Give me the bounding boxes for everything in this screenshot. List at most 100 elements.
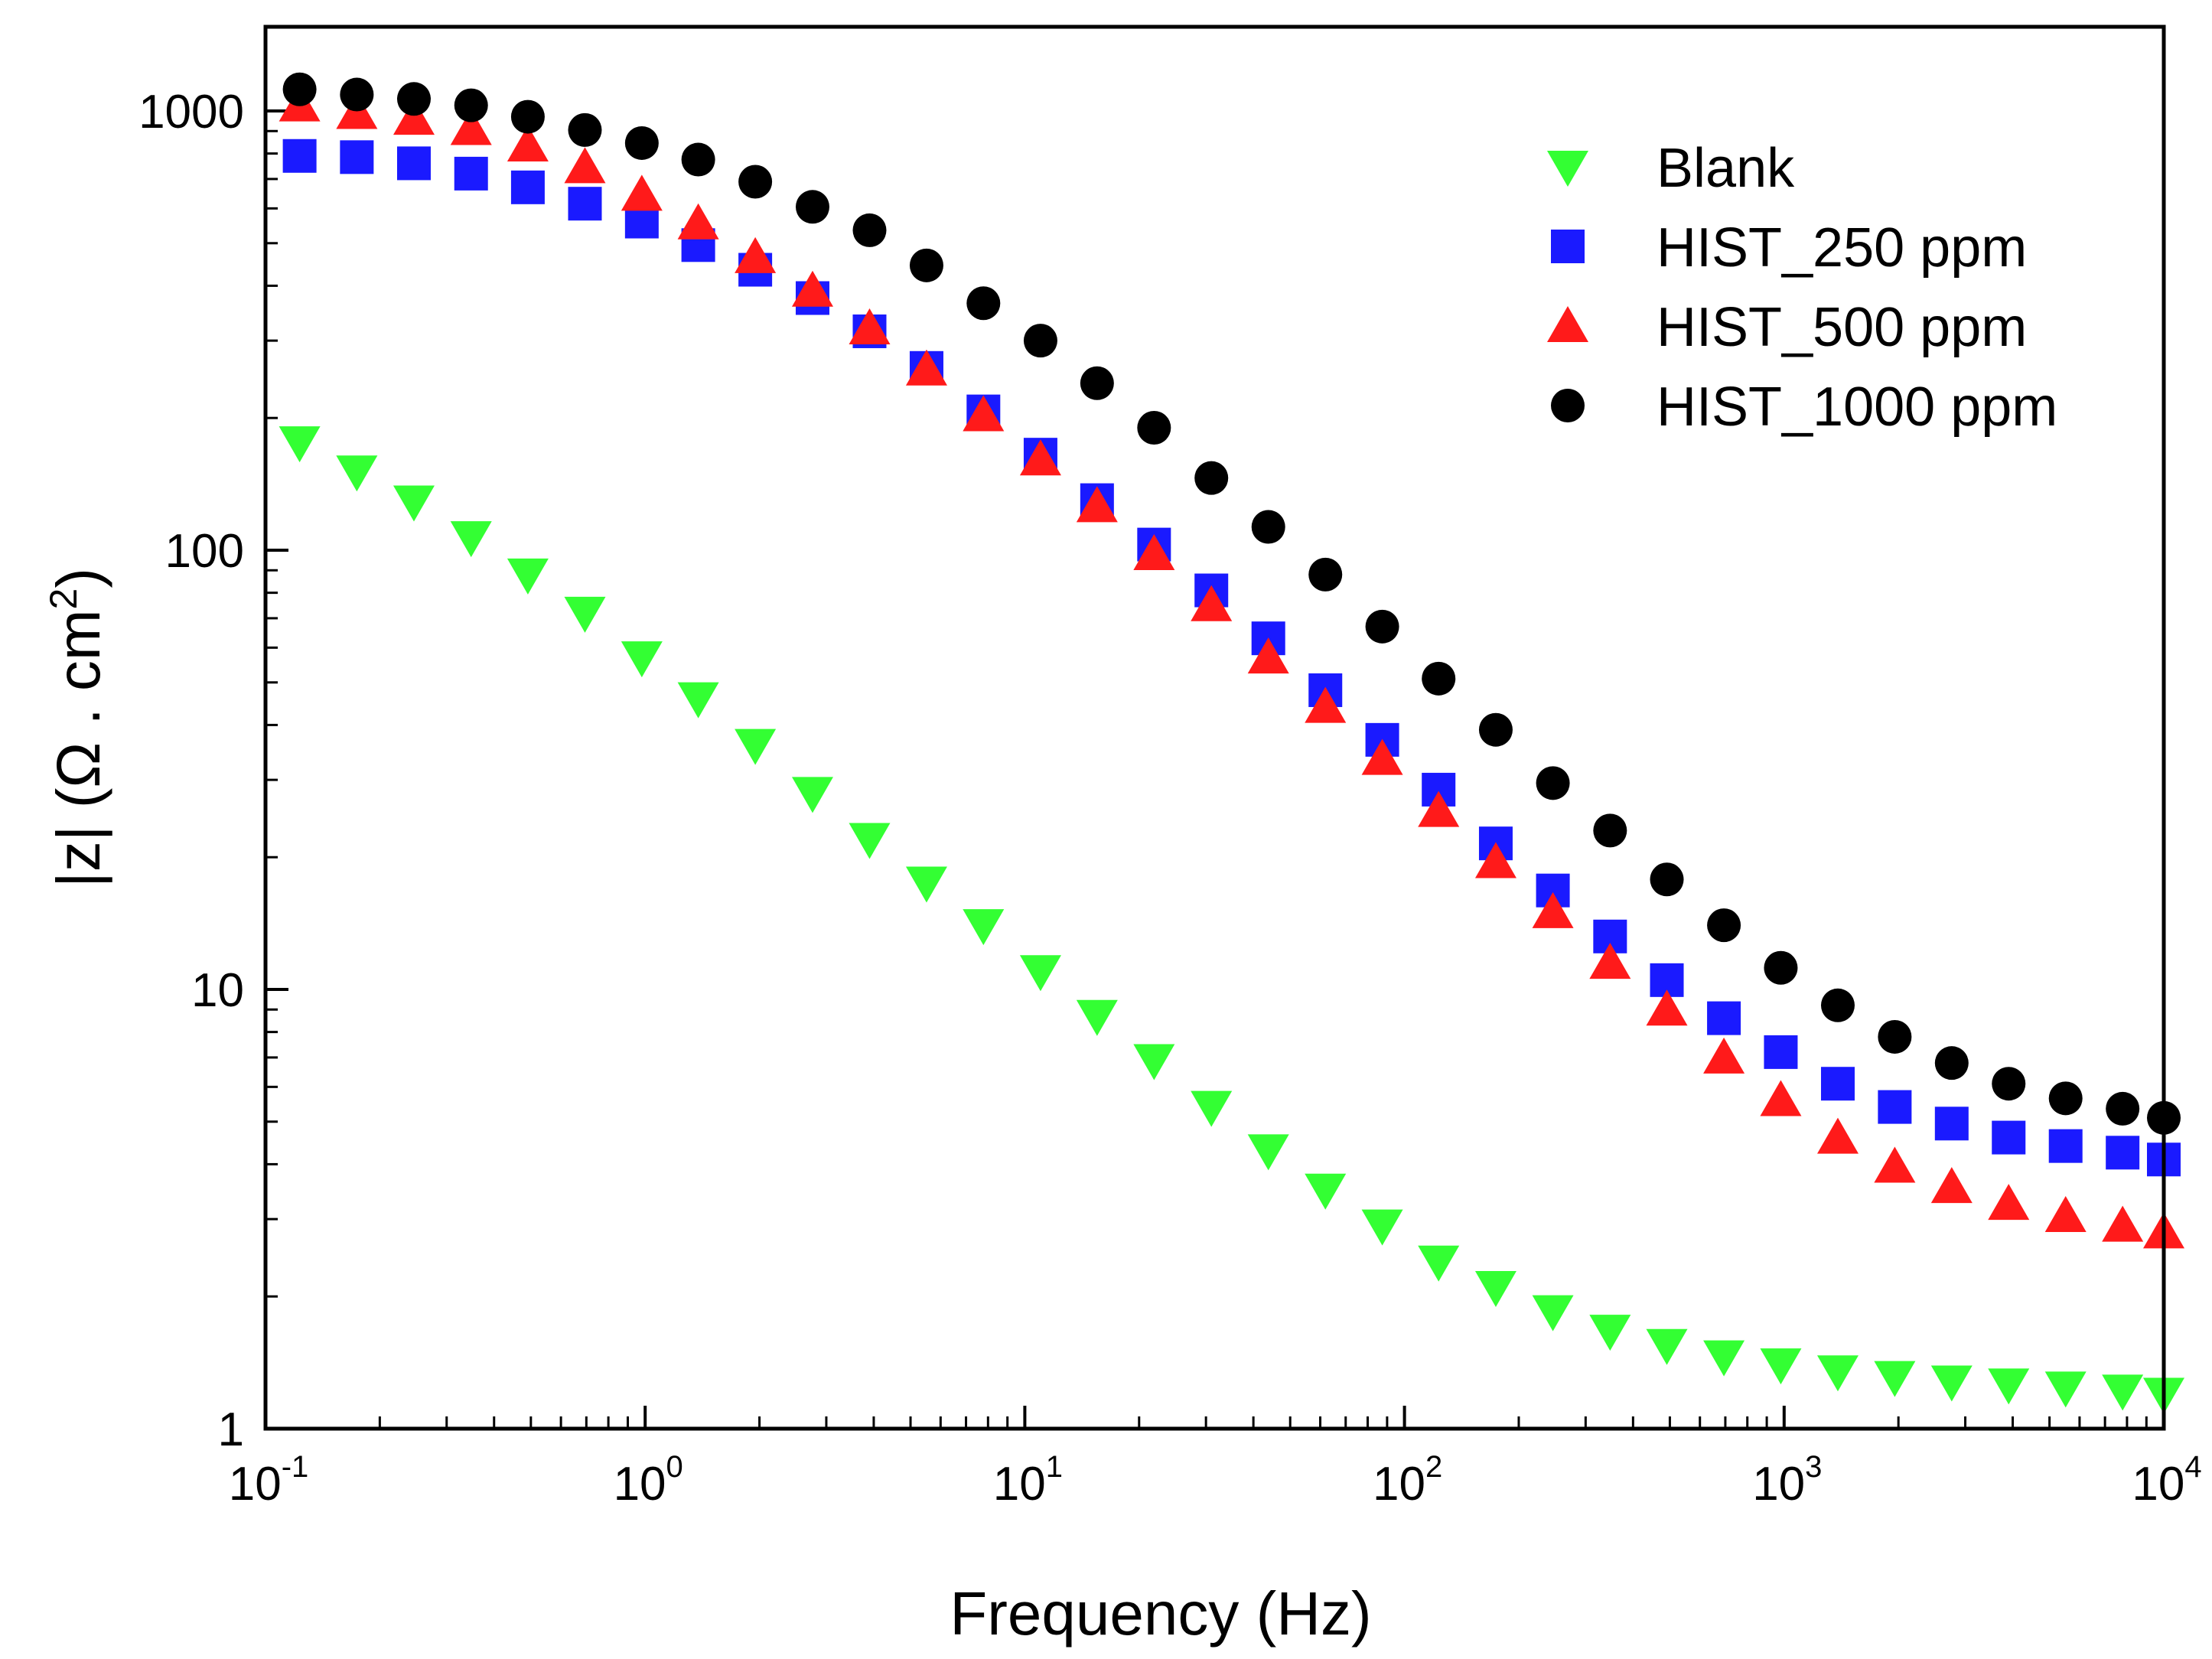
data-point	[1874, 1146, 1916, 1183]
data-point	[849, 823, 891, 859]
y-tick-label: 1	[218, 1403, 244, 1456]
data-point	[450, 521, 492, 558]
data-point	[393, 485, 435, 522]
data-point	[568, 187, 602, 221]
data-point	[1137, 410, 1171, 445]
data-point	[454, 156, 488, 191]
data-point	[1251, 510, 1285, 544]
data-point	[1019, 955, 1061, 992]
data-point	[624, 125, 659, 160]
data-point	[1593, 813, 1627, 848]
legend-marker	[1551, 230, 1585, 263]
data-point	[1988, 1368, 2030, 1405]
x-tick-label: 103	[1752, 1450, 1822, 1511]
data-point	[677, 203, 719, 240]
x-tick-base: 10	[993, 1458, 1046, 1511]
data-point	[735, 728, 777, 765]
data-point	[2048, 1129, 2083, 1163]
data-point	[791, 777, 833, 813]
data-point	[1764, 1035, 1798, 1069]
data-point	[2044, 1371, 2087, 1408]
data-point	[393, 99, 435, 135]
data-point	[1474, 842, 1516, 878]
data-point	[909, 248, 943, 282]
x-axis-title: Frequency (Hz)	[950, 1579, 1371, 1648]
legend-label: HIST_250 ppm	[1657, 217, 2027, 279]
x-tick-exponent: 1	[1046, 1450, 1063, 1484]
x-tick-base: 10	[614, 1458, 666, 1511]
data-point	[340, 140, 374, 174]
x-tick-exponent: 0	[666, 1450, 683, 1484]
legend-marker	[1547, 151, 1588, 187]
data-point	[1820, 988, 1855, 1022]
data-point	[1930, 1167, 1973, 1204]
data-point	[1589, 1315, 1631, 1351]
data-point	[1703, 1037, 1745, 1074]
data-point	[454, 88, 488, 122]
x-tick-base: 10	[1752, 1458, 1805, 1511]
data-point	[1023, 324, 1057, 358]
x-tick-base: 10	[1373, 1458, 1425, 1511]
data-point	[450, 109, 492, 145]
data-point	[1076, 999, 1118, 1036]
data-point	[1874, 1361, 1916, 1397]
y-axis-title-main: |z| (Ω . cm	[44, 609, 112, 888]
data-point	[1133, 1044, 1175, 1080]
data-point	[1361, 1209, 1403, 1246]
data-point	[791, 270, 833, 307]
data-point	[568, 112, 602, 147]
data-point	[336, 455, 378, 492]
data-point	[340, 77, 374, 112]
legend-label: HIST_1000 ppm	[1657, 376, 2057, 438]
y-tick-label: 100	[165, 525, 244, 578]
legend: Blank HIST_250 ppm HIST_500 ppm HIST_1000 p…	[1547, 138, 2057, 438]
data-point	[1191, 1090, 1233, 1127]
data-point	[1247, 637, 1289, 674]
data-point	[1305, 686, 1347, 723]
x-tick-base: 10	[2132, 1458, 2184, 1511]
data-point	[1361, 738, 1403, 775]
data-point	[1133, 534, 1175, 571]
legend-label: Blank	[1657, 138, 1795, 199]
data-point	[905, 349, 947, 386]
legend-marker	[1547, 306, 1588, 342]
data-point	[1930, 1365, 1973, 1402]
y-tick-label: 10	[191, 964, 244, 1017]
data-point	[735, 236, 777, 273]
data-point	[1076, 486, 1118, 523]
data-point	[849, 308, 891, 345]
data-point	[1589, 943, 1631, 979]
data-point	[1820, 1067, 1855, 1101]
data-point	[795, 190, 829, 224]
data-point	[510, 170, 545, 204]
data-point	[510, 99, 545, 134]
y-axis-title-sup: 2	[42, 588, 85, 610]
data-point	[1650, 862, 1684, 897]
data-point	[1080, 366, 1114, 400]
data-point	[677, 682, 719, 719]
data-point	[396, 82, 431, 116]
data-point	[966, 286, 1001, 321]
data-point	[2102, 1374, 2144, 1411]
data-point	[1992, 1120, 2026, 1155]
data-point	[2044, 1196, 2087, 1233]
data-point	[1816, 1117, 1859, 1154]
data-point	[279, 426, 321, 463]
x-tick-base: 10	[229, 1458, 282, 1511]
data-point	[1418, 790, 1460, 827]
x-tick-exponent: 4	[2184, 1450, 2201, 1484]
data-point	[963, 909, 1005, 946]
data-point	[1988, 1184, 2030, 1221]
data-point	[738, 165, 773, 199]
x-tick-exponent: 2	[1425, 1450, 1442, 1484]
data-point	[1532, 891, 1574, 928]
data-point	[1703, 1340, 1745, 1377]
data-point	[507, 125, 549, 161]
x-tick-label: 100	[614, 1450, 683, 1511]
x-tick-label: 104	[2132, 1450, 2201, 1511]
data-point	[1878, 1019, 1912, 1054]
y-axis-title-end: )	[44, 568, 112, 588]
data-point	[1536, 766, 1570, 800]
